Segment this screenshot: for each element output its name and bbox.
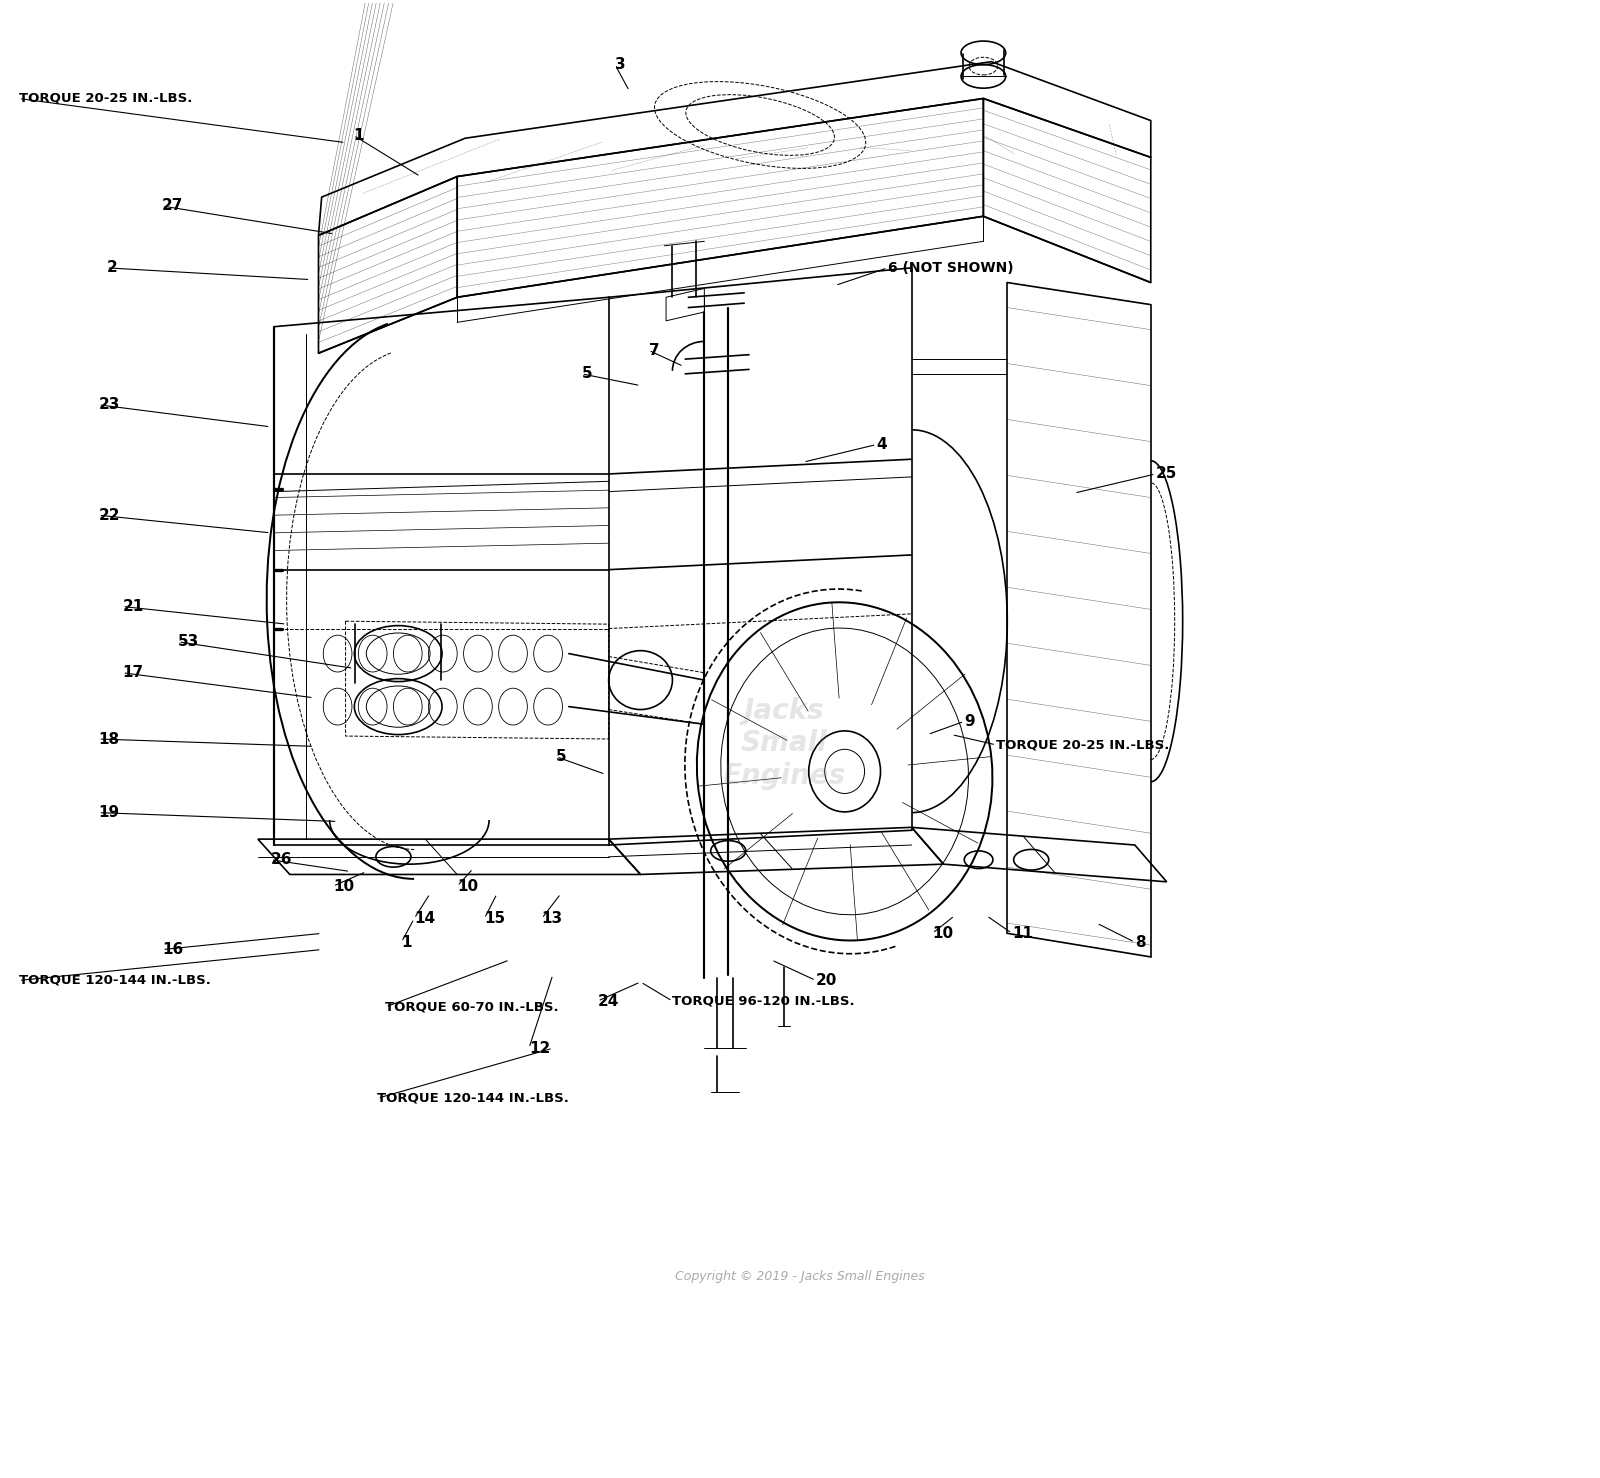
- Text: 6 (NOT SHOWN): 6 (NOT SHOWN): [888, 260, 1013, 275]
- Text: 25: 25: [1155, 467, 1178, 482]
- Text: TORQUE 60-70 IN.-LBS.: TORQUE 60-70 IN.-LBS.: [386, 1001, 558, 1014]
- Text: TORQUE 20-25 IN.-LBS.: TORQUE 20-25 IN.-LBS.: [997, 739, 1170, 751]
- Text: TORQUE 20-25 IN.-LBS.: TORQUE 20-25 IN.-LBS.: [19, 92, 192, 105]
- Text: Copyright © 2019 - Jacks Small Engines: Copyright © 2019 - Jacks Small Engines: [675, 1270, 925, 1283]
- Text: 19: 19: [99, 806, 120, 820]
- Text: 20: 20: [816, 973, 837, 987]
- Text: TORQUE 120-144 IN.-LBS.: TORQUE 120-144 IN.-LBS.: [378, 1092, 570, 1104]
- Text: TORQUE 120-144 IN.-LBS.: TORQUE 120-144 IN.-LBS.: [19, 974, 211, 987]
- Text: 14: 14: [414, 910, 435, 927]
- Text: 7: 7: [648, 343, 659, 358]
- Text: 11: 11: [1013, 925, 1034, 941]
- Text: 53: 53: [178, 634, 200, 649]
- Text: 15: 15: [485, 910, 506, 927]
- Text: 22: 22: [99, 507, 120, 523]
- Text: TORQUE 96-120 IN.-LBS.: TORQUE 96-120 IN.-LBS.: [672, 995, 854, 1008]
- Text: 23: 23: [99, 398, 120, 412]
- Text: 26: 26: [270, 853, 293, 868]
- Text: 8: 8: [1134, 934, 1146, 950]
- Text: 2: 2: [107, 260, 117, 275]
- Text: 5: 5: [557, 749, 566, 764]
- Text: 3: 3: [614, 58, 626, 72]
- Text: Jacks
Small
Engines: Jacks Small Engines: [723, 698, 846, 789]
- Text: 4: 4: [877, 437, 886, 452]
- Text: 27: 27: [162, 198, 184, 213]
- Text: 21: 21: [122, 599, 144, 613]
- Text: 12: 12: [530, 1041, 550, 1055]
- Text: 1: 1: [354, 127, 365, 143]
- Text: 17: 17: [122, 665, 144, 680]
- Text: 10: 10: [933, 925, 954, 941]
- Text: 5: 5: [581, 367, 592, 381]
- Text: 10: 10: [458, 879, 478, 894]
- Text: 13: 13: [542, 910, 563, 927]
- Text: 18: 18: [99, 732, 120, 746]
- Text: 9: 9: [965, 714, 974, 729]
- Text: 24: 24: [597, 993, 619, 1008]
- Text: 10: 10: [333, 879, 354, 894]
- Text: 16: 16: [162, 941, 184, 958]
- Text: 1: 1: [402, 934, 411, 950]
